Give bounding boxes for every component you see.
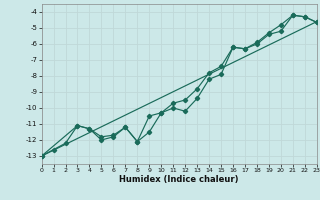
X-axis label: Humidex (Indice chaleur): Humidex (Indice chaleur): [119, 175, 239, 184]
